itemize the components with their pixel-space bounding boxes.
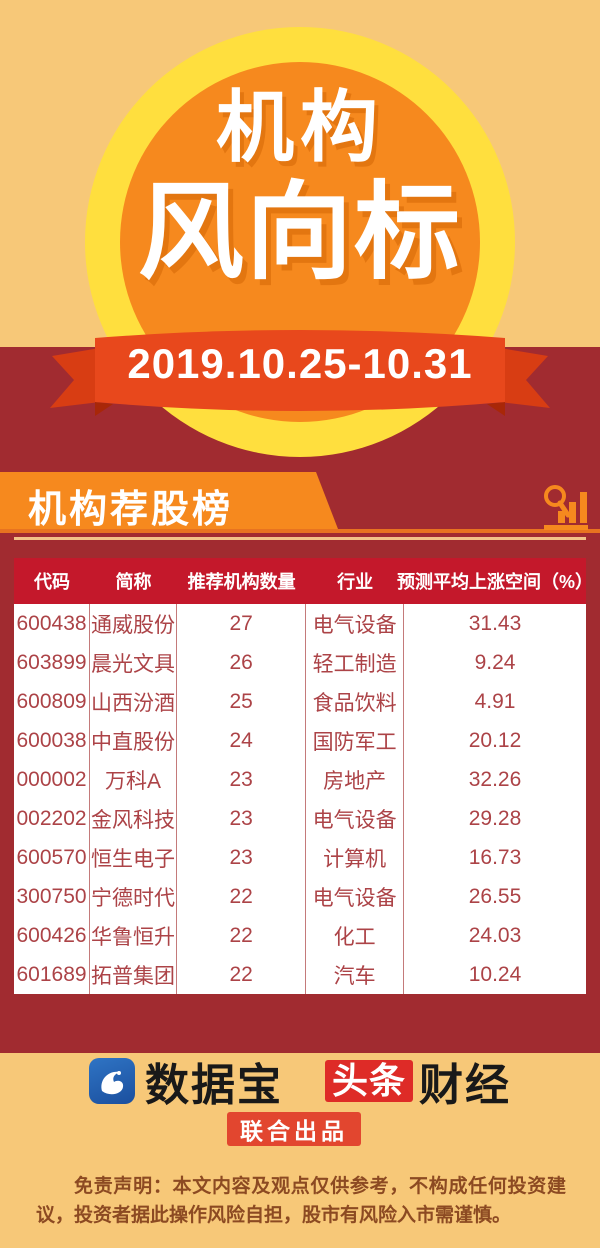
stock-code: 000002	[14, 760, 91, 799]
stock-code: 300750	[14, 877, 91, 916]
table-row: 601689 拓普集团 22 汽车 10.24	[14, 955, 586, 994]
upside-percent: 4.91	[474, 689, 516, 713]
upside-percent: 10.24	[468, 962, 522, 986]
stock-name: 通威股份	[90, 604, 177, 643]
brand-databao-label: 数据宝	[144, 1061, 283, 1110]
stock-name: 晨光文具	[90, 643, 177, 682]
industry: 食品饮料	[306, 682, 405, 721]
stock-name: 中直股份	[90, 721, 177, 760]
upside-percent: 24.03	[468, 923, 522, 947]
stock-code: 600038	[14, 721, 91, 760]
table-row: 600038 中直股份 24 国防军工 20.12	[14, 721, 586, 760]
upside-percent: 16.73	[468, 845, 522, 869]
institution-count: 26	[177, 643, 307, 682]
column-header-industry: 行业	[337, 572, 374, 592]
industry: 电气设备	[306, 604, 405, 643]
caijing-label: 财经	[419, 1061, 511, 1110]
institution-count: 23	[177, 760, 307, 799]
column-header-upside-percent: 预测平均上涨空间（%）	[397, 572, 594, 592]
table-row: 600438 通威股份 27 电气设备 31.43	[14, 604, 586, 643]
column-header-stock-name: 简称	[115, 572, 152, 592]
stock-name: 华鲁恒升	[90, 916, 177, 955]
industry: 房地产	[306, 760, 405, 799]
toutiao-logo-box: 头条	[324, 1060, 413, 1102]
industry: 计算机	[306, 838, 405, 877]
institution-count: 23	[177, 799, 307, 838]
institution-count: 22	[177, 877, 307, 916]
upside-percent: 29.28	[468, 806, 522, 830]
stock-code: 603899	[14, 643, 91, 682]
stock-name: 拓普集团	[90, 955, 177, 994]
section-divider-orange	[0, 529, 600, 533]
table-header-row: 代码 简称 推荐机构数量 行业 预测平均上涨空间（%）	[14, 558, 594, 604]
stock-code: 002202	[14, 799, 91, 838]
stock-table: 代码 简称 推荐机构数量 行业 预测平均上涨空间（%） 600438 通威股份 27 电气设备…	[14, 558, 594, 994]
stock-name: 宁德时代	[90, 877, 177, 916]
institution-count: 22	[177, 955, 307, 994]
upside-percent: 32.26	[468, 767, 522, 791]
upside-percent: 9.24	[474, 650, 516, 674]
badge-title-line2: 风向标	[138, 174, 462, 292]
date-range-label: 2019.10.25-10.31	[127, 340, 473, 387]
institution-count: 22	[177, 916, 307, 955]
upside-percent: 31.43	[468, 611, 522, 635]
institution-count: 24	[177, 721, 307, 760]
stock-code: 601689	[14, 955, 91, 994]
industry: 轻工制造	[306, 643, 405, 682]
industry: 电气设备	[306, 877, 405, 916]
industry: 化工	[306, 916, 405, 955]
industry: 国防军工	[306, 721, 405, 760]
joint-production-badge: 联合出品	[227, 1112, 361, 1146]
brand-toutiao-caijing: 头条 财经	[324, 1049, 511, 1113]
databao-bird-app-icon	[88, 1058, 135, 1104]
upside-percent: 20.12	[468, 728, 522, 752]
column-header-stock-code: 代码	[34, 572, 71, 592]
institution-count: 25	[177, 682, 307, 721]
table-row: 300750 宁德时代 22 电气设备 26.55	[14, 877, 586, 916]
table-row: 600570 恒生电子 23 计算机 16.73	[14, 838, 586, 877]
stock-code: 600438	[14, 604, 91, 643]
institution-count: 23	[177, 838, 307, 877]
table-row: 002202 金风科技 23 电气设备 29.28	[14, 799, 586, 838]
section-title: 机构荐股榜	[28, 489, 234, 531]
table-row: 000002 万科A 23 房地产 32.26	[14, 760, 586, 799]
stock-code: 600809	[14, 682, 91, 721]
upside-percent: 26.55	[468, 884, 522, 908]
table-row: 603899 晨光文具 26 轻工制造 9.24	[14, 643, 586, 682]
brand-row: 数据宝 头条 财经	[0, 1056, 600, 1110]
stock-name: 恒生电子	[90, 838, 177, 877]
stock-code: 600426	[14, 916, 91, 955]
industry: 汽车	[306, 955, 405, 994]
industry: 电气设备	[306, 799, 405, 838]
badge-title-line1: 机构	[215, 83, 384, 171]
table-row: 600809 山西汾酒 25 食品饮料 4.91	[14, 682, 586, 721]
table-body: 600438 通威股份 27 电气设备 31.43 603899 晨光文具 26 轻工制造 9.2…	[14, 604, 586, 994]
table-row: 600426 华鲁恒升 22 化工 24.03	[14, 916, 586, 955]
stock-code: 600570	[14, 838, 91, 877]
section-divider-cream	[14, 537, 586, 540]
stock-name: 金风科技	[90, 799, 177, 838]
badge-title: 机构 风向标	[0, 88, 600, 286]
stock-name: 万科A	[90, 760, 177, 799]
stock-name: 山西汾酒	[90, 682, 177, 721]
institution-count: 27	[177, 604, 307, 643]
disclaimer-text: 免责声明：本文内容及观点仅供参考，不构成任何投资建议，投资者据此操作风险自担，股…	[36, 1176, 566, 1226]
column-header-institution-count: 推荐机构数量	[187, 572, 296, 592]
section-title-banner	[0, 472, 338, 529]
magnifier-bar-chart-icon	[544, 485, 588, 530]
ribbon-banner	[50, 330, 550, 416]
